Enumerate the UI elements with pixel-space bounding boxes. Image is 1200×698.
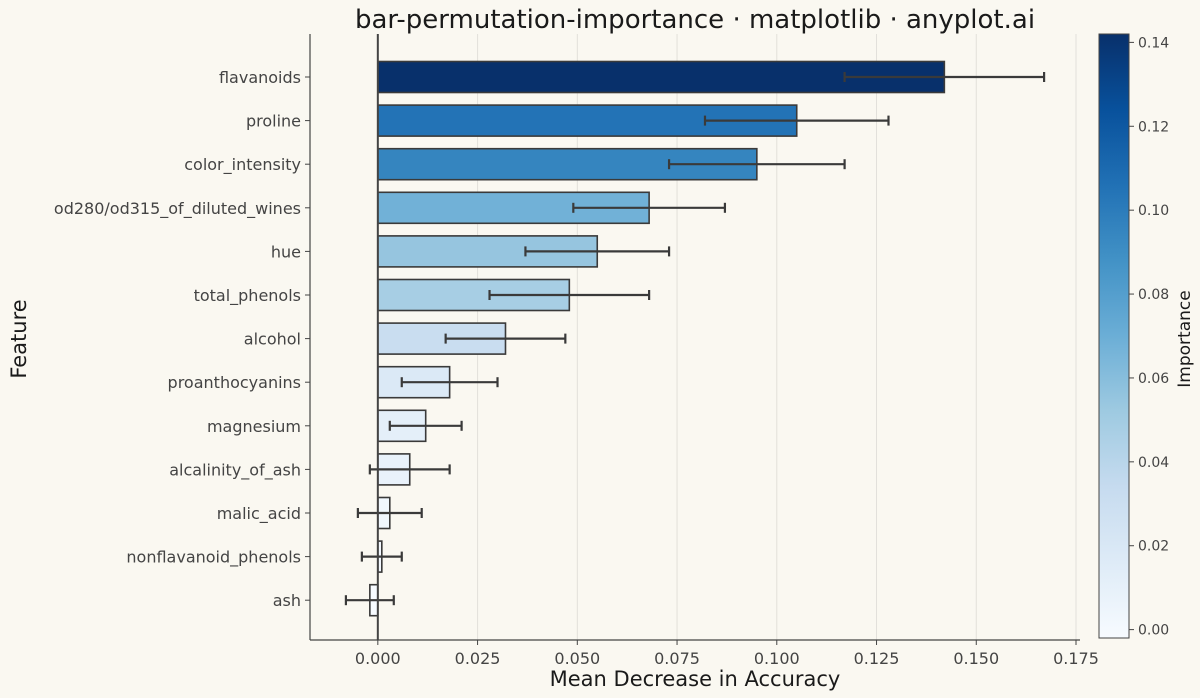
colorbar-tick-label: 0.04 [1138, 455, 1169, 471]
x-axis-title: Mean Decrease in Accuracy [550, 667, 841, 691]
x-tick-label: 0.025 [455, 649, 501, 668]
y-tick-label: total_phenols [194, 286, 301, 306]
colorbar: 0.00 0.02 0.04 0.06 0.08 0.10 0.12 0.14 [1098, 33, 1169, 639]
colorbar-gradient [1098, 33, 1130, 639]
y-tick-label: alcohol [244, 330, 301, 349]
y-tick-label: ash [273, 591, 301, 610]
x-tick-label: 0.050 [554, 649, 600, 668]
y-tick-label: magnesium [207, 417, 301, 436]
y-tick-label: hue [271, 242, 301, 261]
y-tick-label: alcalinity_of_ash [169, 460, 301, 480]
x-tick-label: 0.150 [953, 649, 999, 668]
axes [309, 34, 1080, 641]
x-tick-label: 0.125 [854, 649, 900, 668]
error-bars [344, 72, 1046, 606]
y-ticks: flavanoids proline color_intensity od280/od… [54, 68, 310, 610]
chart-title: bar-permutation-importance · matplotlib … [355, 5, 1035, 35]
colorbar-tick-label: 0.02 [1138, 539, 1169, 555]
x-tick-label: 0.175 [1053, 649, 1099, 668]
y-tick-label: flavanoids [219, 68, 301, 87]
colorbar-tick-label: 0.10 [1138, 203, 1169, 219]
colorbar-tick-label: 0.06 [1138, 371, 1169, 387]
x-ticks: 0.000 0.025 0.050 0.075 0.100 0.125 0.150 0.175 [355, 640, 1099, 668]
colorbar-tick-label: 0.00 [1138, 623, 1169, 639]
y-tick-label: malic_acid [217, 504, 301, 524]
y-axis-title: Feature [7, 299, 31, 378]
colorbar-tick-label: 0.14 [1138, 35, 1169, 51]
colorbar-label: Importance [1175, 290, 1195, 387]
y-tick-label: od280/od315_of_diluted_wines [54, 199, 301, 219]
colorbar-tick-label: 0.12 [1138, 119, 1169, 135]
y-tick-label: color_intensity [184, 155, 301, 175]
x-tick-label: 0.075 [654, 649, 700, 668]
x-tick-label: 0.000 [355, 649, 401, 668]
y-tick-label: proanthocyanins [168, 373, 301, 392]
y-tick-label: nonflavanoid_phenols [126, 548, 301, 568]
x-tick-label: 0.100 [754, 649, 800, 668]
colorbar-tick-label: 0.08 [1138, 287, 1169, 303]
y-tick-label: proline [246, 112, 301, 131]
